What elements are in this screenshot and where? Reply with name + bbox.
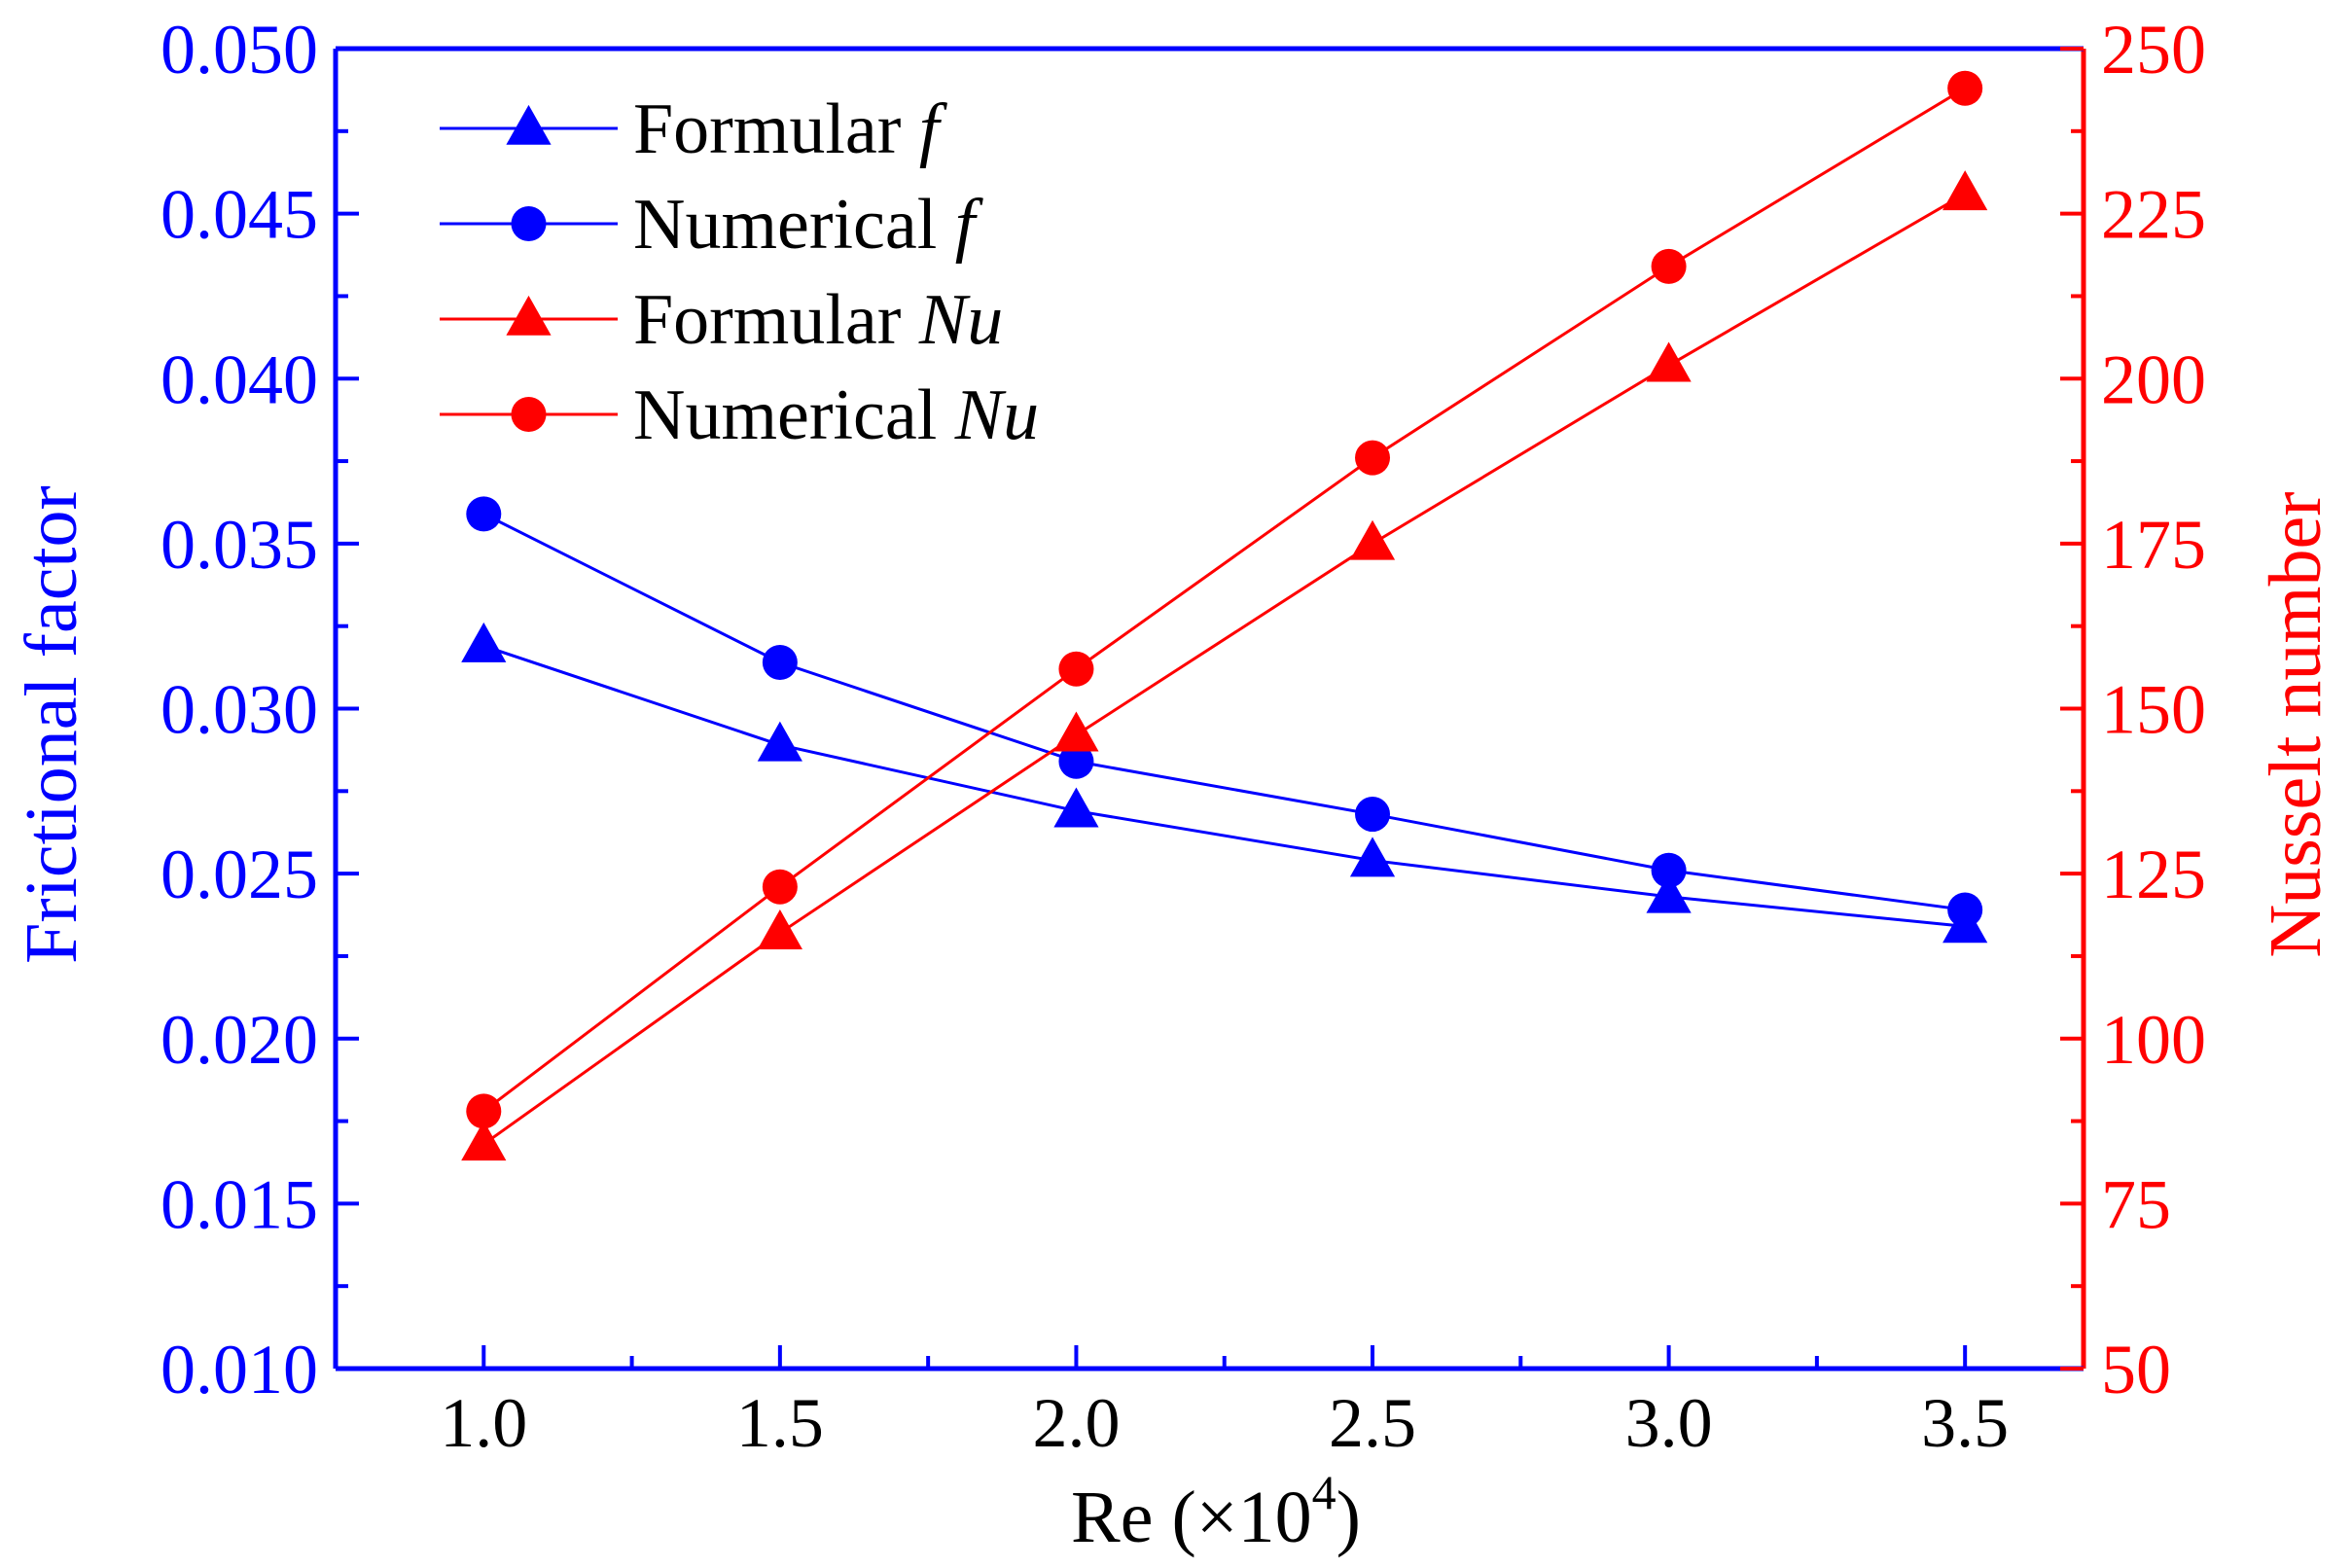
legend-item: Numerical Nu	[440, 375, 1039, 455]
series-line	[482, 513, 1966, 911]
data-point	[1053, 711, 1099, 752]
legend-label-symbol: f	[919, 89, 948, 169]
bottom-tick-label: 1.5	[736, 1384, 824, 1462]
right-tick-label: 225	[2101, 176, 2206, 254]
x-axis-title-superscript: 4	[1312, 1465, 1336, 1519]
data-point	[1058, 651, 1094, 687]
series-2	[461, 170, 1988, 1161]
legend-label-symbol: Nu	[918, 280, 1003, 360]
right-tick-label: 125	[2101, 836, 2206, 913]
legend-label: Numerical f	[633, 185, 984, 265]
bottom-tick-label: 2.0	[1032, 1384, 1120, 1462]
left-tick-label: 0.025	[160, 836, 318, 913]
x-axis-title-text: Re (×10	[1071, 1477, 1312, 1558]
bottom-tick-label: 3.5	[1921, 1384, 2009, 1462]
right-tick-label: 150	[2101, 671, 2206, 749]
legend-marker	[511, 206, 547, 241]
legend-marker	[506, 295, 552, 336]
legend-item: Numerical f	[440, 185, 984, 265]
x-axis-title-close: )	[1336, 1477, 1361, 1558]
data-point	[1646, 341, 1692, 382]
data-point	[757, 721, 802, 762]
legend-label-name: Formular	[633, 89, 919, 169]
series-line	[482, 192, 1966, 1146]
left-tick-label: 0.030	[160, 671, 318, 749]
left-tick-label: 0.015	[160, 1165, 318, 1243]
data-point	[1058, 743, 1094, 779]
left-tick-label: 0.020	[160, 1001, 318, 1079]
data-point	[1349, 519, 1396, 560]
legend-marker	[511, 397, 547, 432]
data-point	[1942, 170, 1988, 211]
legend-label-symbol: Nu	[954, 375, 1039, 455]
series-line	[482, 644, 1966, 928]
data-point	[1053, 787, 1099, 828]
right-tick-label: 200	[2101, 340, 2206, 418]
bottom-tick-label: 2.5	[1329, 1384, 1416, 1462]
legend-label-symbol: f	[955, 185, 984, 265]
data-point	[1651, 248, 1687, 284]
data-point	[762, 869, 798, 905]
legend-item: Formular f	[440, 89, 948, 169]
x-axis-title: Re (×104)	[1071, 1465, 1361, 1558]
left-tick-label: 0.045	[160, 176, 318, 254]
data-point	[1355, 440, 1391, 476]
left-tick-label: 0.040	[160, 340, 318, 418]
legend-label: Formular Nu	[633, 280, 1003, 360]
right-tick-label: 100	[2101, 1001, 2206, 1079]
series-0	[461, 622, 1988, 944]
data-point	[1646, 873, 1692, 913]
data-point	[1651, 852, 1687, 888]
right-tick-label: 75	[2101, 1165, 2171, 1243]
bottom-tick-label: 3.0	[1625, 1384, 1713, 1462]
data-point	[466, 1093, 502, 1129]
legend-label-name: Numerical	[633, 375, 955, 455]
data-point	[757, 909, 802, 949]
data-point	[1349, 837, 1396, 877]
data-point	[461, 1121, 507, 1161]
right-tick-label: 250	[2101, 11, 2206, 89]
right-axis-title: Nusselt number	[2255, 491, 2336, 957]
left-tick-label: 0.050	[160, 11, 318, 89]
data-point	[466, 496, 502, 532]
legend-item: Formular Nu	[440, 280, 1003, 360]
bottom-tick-label: 1.0	[440, 1384, 527, 1462]
right-tick-label: 175	[2101, 506, 2206, 584]
axes-group: 0.010 0.015 0.020 0.025 0.030 0.035 0.040 0.045…	[160, 11, 2206, 1462]
series-layer	[461, 70, 1988, 1161]
legend-label-name: Numerical	[633, 185, 955, 265]
legend-label: Formular f	[633, 89, 948, 169]
legend-marker	[506, 104, 552, 145]
data-point	[1355, 797, 1391, 833]
legend-label-name: Formular	[633, 280, 919, 360]
left-tick-label: 0.010	[160, 1331, 318, 1408]
series-1	[466, 496, 1983, 928]
legend-label: Numerical Nu	[633, 375, 1039, 455]
series-line	[482, 87, 1966, 1113]
data-point	[1947, 892, 1983, 928]
right-tick-label: 50	[2101, 1331, 2171, 1408]
series-3	[466, 70, 1983, 1129]
left-tick-label: 0.035	[160, 506, 318, 584]
data-point	[461, 622, 507, 662]
data-point	[1947, 70, 1983, 106]
left-axis-title: Frictional factor	[11, 485, 92, 964]
data-point	[762, 645, 798, 681]
